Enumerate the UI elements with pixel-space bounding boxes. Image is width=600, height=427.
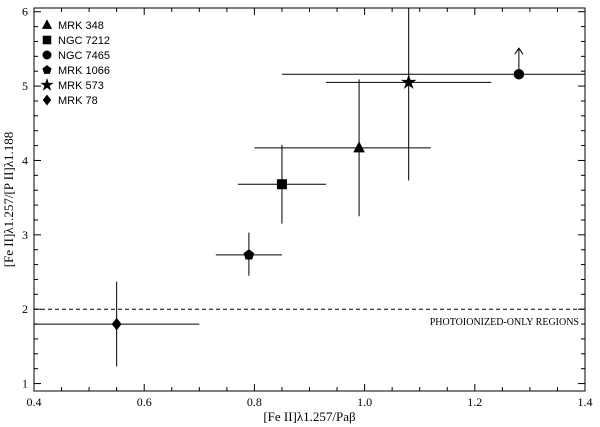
point-ngc-7465 [513,68,525,80]
legend-label-mrk-1066: MRK 1066 [58,65,110,77]
y-tick-label: 5 [22,79,28,93]
legend-marker-mrk-573 [40,77,54,91]
legend-label-mrk-348: MRK 348 [58,20,104,32]
legend-marker-mrk-78 [42,94,52,106]
point-mrk-78 [111,317,122,331]
legend-marker-mrk-1066 [42,65,52,74]
legend-marker-ngc-7465 [42,50,52,60]
x-tick-label: 0.4 [27,395,42,409]
tick-marks [33,8,586,391]
y-tick-labels: 1 2 3 4 5 6 [22,5,28,391]
legend-label-ngc-7212: NGC 7212 [58,35,110,47]
y-tick-label: 4 [22,153,28,167]
point-mrk-573 [400,74,417,89]
y-tick-label: 3 [22,228,28,242]
legend-marker-mrk-348 [41,19,53,29]
reference-line-label: PHOTOIONIZED-ONLY REGIONS [430,317,579,328]
x-tick-label: 1.4 [578,395,593,409]
legend-label-mrk-573: MRK 573 [58,80,104,92]
legend-label-ngc-7465: NGC 7465 [58,50,110,62]
y-tick-label: 1 [22,377,28,391]
data-points [111,68,525,331]
point-mrk-348 [353,141,365,153]
y-tick-label: 2 [22,302,28,316]
x-tick-label: 1.2 [467,395,482,409]
point-ngc-7212 [276,179,287,190]
x-tick-label: 0.8 [247,395,262,409]
y-tick-label: 6 [22,5,28,19]
point-mrk-1066 [243,249,255,260]
x-tick-label: 0.6 [137,395,152,409]
legend: MRK 348 NGC 7212 NGC 7465 MRK 1066 MRK 573 MR… [40,19,110,107]
y-axis-title: [Fe II]λ1.257/[P II]λ1.188 [1,132,16,268]
legend-marker-ngc-7212 [42,35,52,45]
error-bars [34,8,585,367]
x-axis-title: [Fe II]λ1.257/Paβ [263,409,356,424]
legend-label-mrk-78: MRK 78 [58,95,98,107]
x-tick-label: 1.0 [357,395,372,409]
x-tick-labels: 0.4 0.6 0.8 1.0 1.2 1.4 [27,395,593,409]
lower-limit-arrowhead-ngc-7465 [514,47,524,55]
